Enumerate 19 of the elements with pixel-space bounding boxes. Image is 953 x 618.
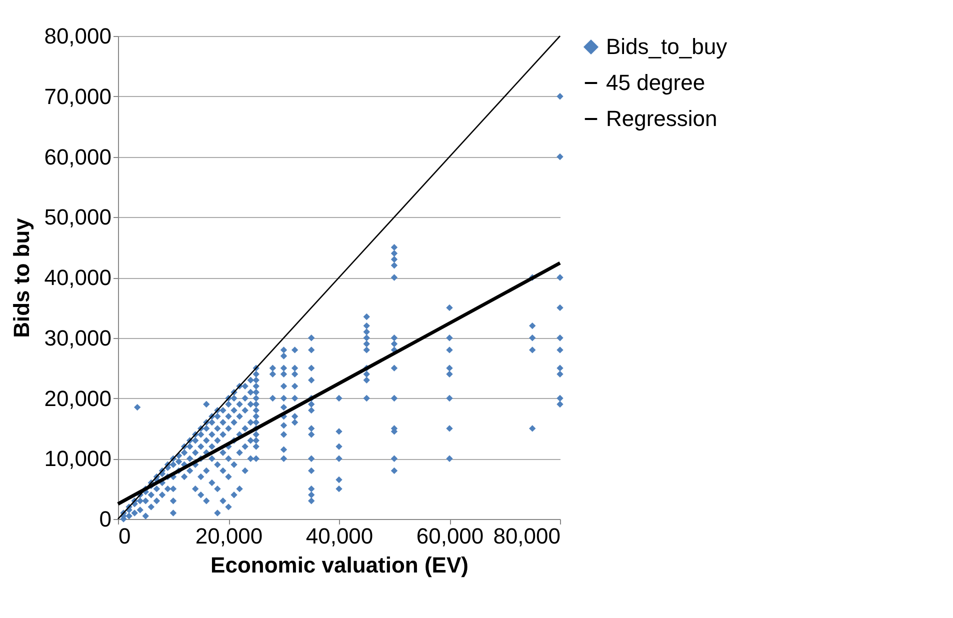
- legend-label: Regression: [606, 106, 718, 131]
- legend-label: Bids_to_buy: [606, 34, 728, 59]
- y-tick-label: 0: [99, 506, 112, 532]
- x-tick-label: 40,000: [306, 524, 374, 548]
- y-tick-label: 40,000: [44, 265, 112, 290]
- y-tick-label: 20,000: [44, 386, 112, 411]
- y-tick-label: 60,000: [44, 144, 112, 170]
- y-tick-label: 50,000: [44, 204, 112, 230]
- legend-label: 45 degree: [606, 70, 706, 95]
- x-axis-title: Economic valuation (EV): [210, 552, 468, 578]
- x-tick-label: 20,000: [195, 524, 263, 548]
- y-axis-title: Bids to buy: [9, 217, 34, 338]
- x-tick-label: 0: [118, 524, 131, 548]
- y-tick-label: 70,000: [44, 84, 112, 109]
- y-tick-label: 80,000: [44, 24, 112, 48]
- x-tick-label: 60,000: [416, 524, 484, 548]
- x-tick-label: 80,000: [493, 524, 560, 548]
- y-tick-label: 30,000: [44, 325, 112, 350]
- y-tick-label: 10,000: [44, 446, 112, 472]
